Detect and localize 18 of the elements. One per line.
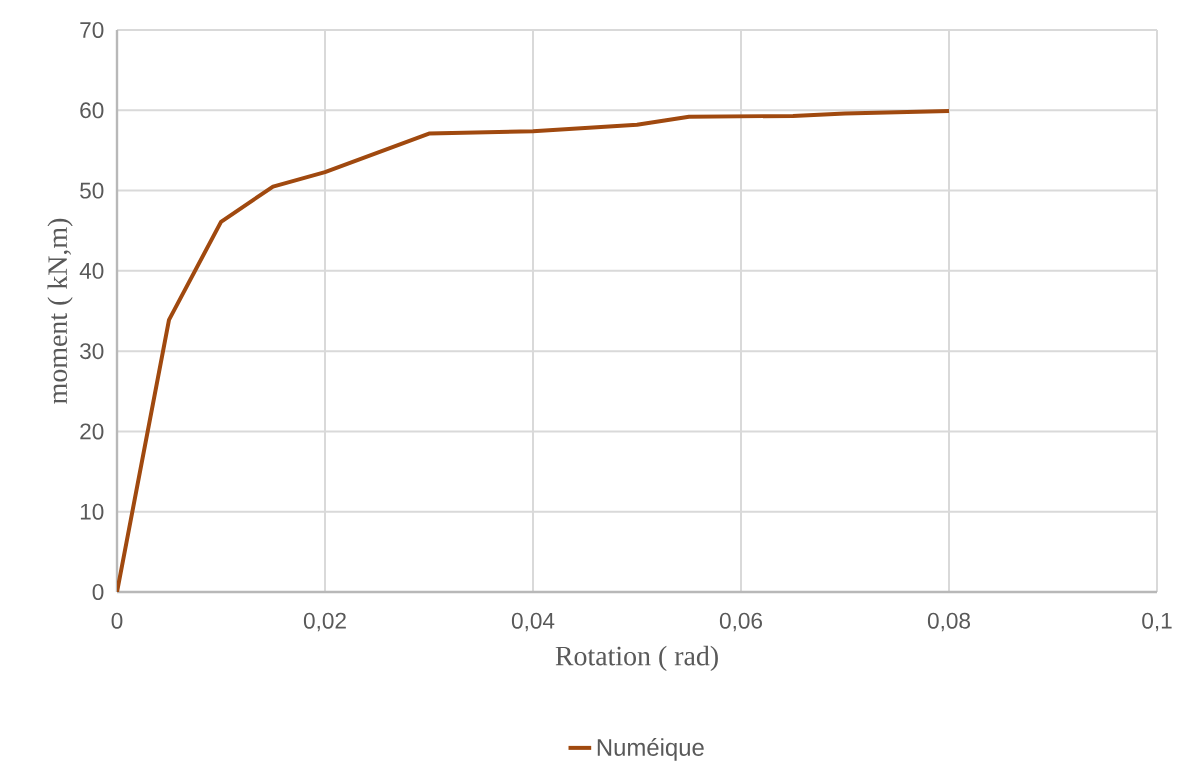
x-tick-label: 0,06 <box>719 612 762 632</box>
x-tick-label: 0,1 <box>1142 612 1172 632</box>
line-series <box>117 109 952 592</box>
y-tick-label: 30 <box>80 343 104 360</box>
x-tick-label: 0 <box>111 612 123 629</box>
y-tick-label: 40 <box>79 262 104 279</box>
x-tick-label: 0,08 <box>927 612 971 632</box>
y-tick-label: 70 <box>80 22 104 38</box>
y-tick-label: 60 <box>80 102 104 119</box>
x-axis-title: Rotation ( rad) <box>555 645 718 672</box>
x-tick-label: 0,04 <box>511 612 555 632</box>
y-tick-label: 0 <box>92 584 104 600</box>
y-tick-label: 20 <box>80 423 104 440</box>
y-tick-label: 10 <box>80 503 104 520</box>
x-tick-label: 0,02 <box>303 612 346 632</box>
legend-label: Numéique <box>597 738 704 761</box>
y-tick-label: 50 <box>80 182 104 199</box>
y-axis-title: moment ( kN,m) <box>47 218 73 404</box>
